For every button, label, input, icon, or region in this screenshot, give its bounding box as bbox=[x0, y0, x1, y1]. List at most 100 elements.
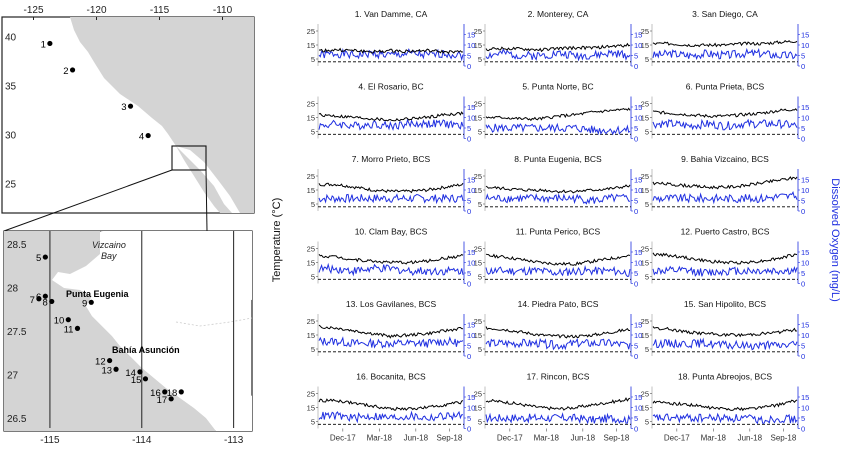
do-series bbox=[652, 191, 798, 205]
do-tick-label: 5 bbox=[801, 269, 805, 278]
top-lat-tick-label: 40 bbox=[5, 33, 17, 44]
temp-tick-label: 5 bbox=[645, 273, 649, 282]
do-tick-label: 15 bbox=[634, 393, 642, 402]
temperature-series bbox=[485, 107, 631, 122]
x-tick-label: Jun-18 bbox=[404, 434, 429, 443]
do-tick-label: 5 bbox=[634, 124, 638, 133]
do-tick-label: 0 bbox=[801, 135, 805, 144]
site-marker-2 bbox=[69, 67, 76, 73]
temp-tick-label: 15 bbox=[474, 259, 482, 268]
do-tick-label: 10 bbox=[634, 186, 642, 195]
panel-title: 12. Puerto Castro, BCS bbox=[681, 227, 770, 237]
do-tick-label: 15 bbox=[801, 176, 809, 185]
temp-tick-label: 25 bbox=[474, 317, 482, 326]
do-series bbox=[485, 193, 631, 205]
time-series-panels: Temperature (°C) Dissolved Oxygen (mg/L)… bbox=[271, 9, 841, 443]
do-tick-label: 10 bbox=[467, 186, 475, 195]
bottom-lat-tick-label: 28.5 bbox=[7, 240, 27, 251]
temp-tick-label: 15 bbox=[641, 404, 649, 413]
do-tick-label: 10 bbox=[467, 41, 475, 50]
do-tick-label: 0 bbox=[467, 135, 471, 144]
do-tick-label: 10 bbox=[801, 404, 809, 413]
temp-tick-label: 15 bbox=[307, 114, 315, 123]
bottom-lat-tick-label: 27.5 bbox=[7, 327, 27, 338]
temp-tick-label: 5 bbox=[645, 55, 649, 64]
site-marker-4 bbox=[145, 132, 151, 139]
site-marker-3 bbox=[127, 103, 134, 109]
site-marker-1 bbox=[47, 40, 53, 47]
temp-tick-label: 5 bbox=[645, 418, 649, 427]
temp-tick-label: 25 bbox=[474, 100, 482, 109]
temperature-series bbox=[652, 326, 798, 338]
do-tick-label: 5 bbox=[801, 197, 805, 206]
do-tick-label: 15 bbox=[801, 103, 809, 112]
do-tick-label: 0 bbox=[634, 425, 638, 434]
site-label-3: 3 bbox=[121, 102, 126, 113]
do-tick-label: 15 bbox=[801, 321, 809, 330]
do-series bbox=[652, 337, 798, 351]
do-tick-label: 0 bbox=[801, 425, 805, 434]
do-tick-label: 15 bbox=[467, 176, 475, 185]
do-series bbox=[485, 412, 631, 425]
map-place-labels: Vizcaino Bay Punta Eugenia Bahía Asunció… bbox=[66, 240, 180, 355]
do-tick-label: 5 bbox=[634, 342, 638, 351]
panel-title: 16. Bocanita, BCS bbox=[356, 372, 426, 382]
do-tick-label: 15 bbox=[801, 248, 809, 257]
temp-tick-label: 15 bbox=[307, 404, 315, 413]
do-tick-label: 5 bbox=[467, 342, 471, 351]
panel-title: 14. Piedra Pato, BCS bbox=[518, 299, 599, 309]
panel-title: 15. San Hipolito, BCS bbox=[684, 299, 767, 309]
temperature-series bbox=[485, 184, 631, 194]
panel-title: 13. Los Gavilanes, BCS bbox=[346, 299, 437, 309]
do-tick-label: 0 bbox=[634, 280, 638, 289]
temp-tick-label: 5 bbox=[478, 200, 482, 209]
bottom-lon-tick-label: -115 bbox=[40, 435, 60, 446]
panel-title: 9. Bahia Vizcaino, BCS bbox=[681, 154, 769, 164]
panel-title: 2. Monterey, CA bbox=[528, 9, 589, 19]
x-tick-label: Mar-18 bbox=[367, 434, 393, 443]
temp-tick-label: 5 bbox=[478, 273, 482, 282]
site-label-9: 9 bbox=[82, 298, 87, 309]
do-tick-label: 5 bbox=[467, 52, 471, 61]
do-tick-label: 10 bbox=[801, 331, 809, 340]
do-series bbox=[318, 410, 463, 424]
bottom-lat-tick-label: 28 bbox=[7, 284, 19, 295]
do-tick-label: 15 bbox=[801, 31, 809, 40]
do-tick-label: 5 bbox=[467, 197, 471, 206]
do-tick-label: 0 bbox=[634, 352, 638, 361]
do-series bbox=[318, 262, 464, 277]
temp-tick-label: 5 bbox=[311, 55, 315, 64]
do-tick-label: 10 bbox=[634, 114, 642, 123]
site-label-5: 5 bbox=[36, 253, 41, 264]
temp-tick-label: 15 bbox=[307, 331, 315, 340]
site-marker-9 bbox=[88, 299, 94, 305]
bottom-map-land bbox=[4, 231, 253, 431]
site-label-1: 1 bbox=[41, 39, 46, 50]
temperature-series bbox=[485, 326, 630, 339]
panel-title: 7. Morro Prieto, BCS bbox=[352, 154, 431, 164]
do-tick-label: 0 bbox=[467, 207, 471, 216]
site-label-13: 13 bbox=[101, 365, 112, 376]
do-tick-label: 5 bbox=[634, 269, 638, 278]
x-tick-label: Mar-18 bbox=[534, 434, 560, 443]
temperature-series bbox=[652, 176, 798, 190]
temperature-series bbox=[485, 42, 631, 53]
temp-tick-label: 15 bbox=[474, 114, 482, 123]
temperature-series bbox=[318, 47, 464, 55]
x-tick-label: Sep-18 bbox=[771, 434, 797, 443]
do-tick-label: 15 bbox=[467, 248, 475, 257]
do-series bbox=[318, 118, 464, 131]
do-tick-label: 15 bbox=[467, 393, 475, 402]
bottom-lat-tick-label: 27 bbox=[7, 370, 19, 381]
